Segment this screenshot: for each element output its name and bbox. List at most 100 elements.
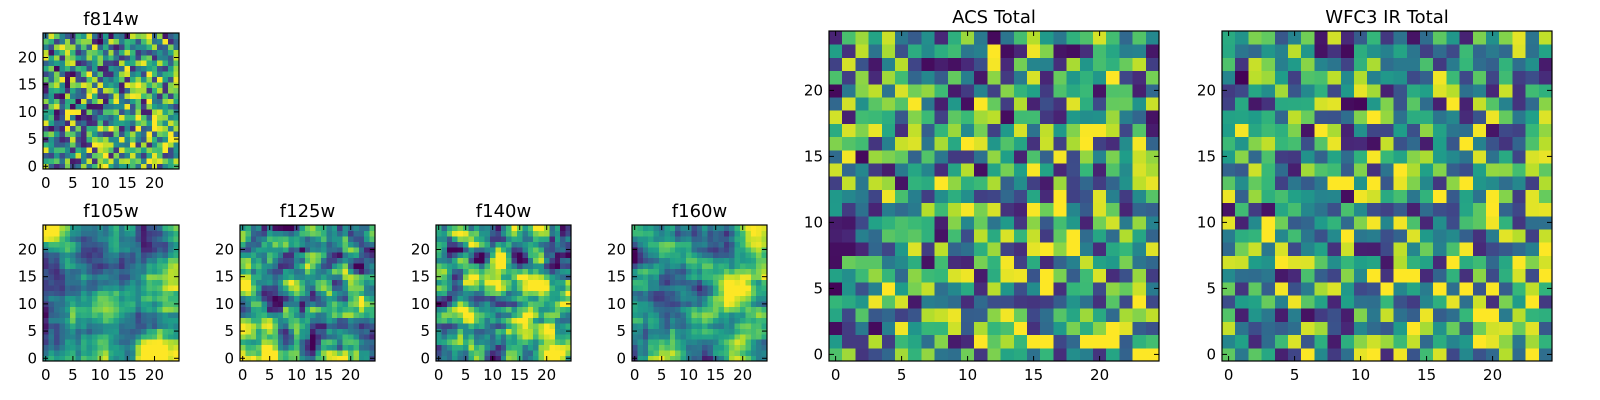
heatmap-cell bbox=[245, 301, 252, 308]
heatmap-cell bbox=[294, 246, 300, 253]
heatmap-cell bbox=[283, 273, 290, 280]
heatmap-cell bbox=[151, 54, 158, 61]
heatmap-cell bbox=[669, 322, 676, 329]
heatmap-cell bbox=[43, 312, 49, 318]
heatmap-cell bbox=[1393, 268, 1408, 283]
heatmap-cell bbox=[53, 141, 60, 148]
heatmap-cell bbox=[974, 295, 988, 309]
heatmap-cell bbox=[500, 328, 507, 335]
heatmap-cell bbox=[162, 65, 169, 72]
heatmap-cell bbox=[648, 295, 655, 302]
heatmap-cell bbox=[337, 268, 344, 275]
heatmap-cell bbox=[43, 38, 49, 45]
heatmap-cell bbox=[358, 355, 365, 362]
heatmap-cell bbox=[140, 60, 147, 67]
heatmap-cell bbox=[70, 136, 77, 143]
heatmap-cell bbox=[669, 284, 676, 291]
heatmap-cell bbox=[1093, 242, 1107, 256]
heatmap-cell bbox=[108, 350, 115, 357]
heatmap-cell bbox=[691, 273, 698, 280]
heatmap-cell bbox=[1367, 215, 1381, 230]
heatmap-cell bbox=[151, 125, 158, 132]
heatmap-cell bbox=[1393, 163, 1408, 177]
heatmap-cell bbox=[1525, 229, 1540, 243]
heatmap-cell bbox=[554, 225, 561, 231]
heatmap-cell bbox=[119, 241, 126, 248]
heatmap-cell bbox=[124, 241, 131, 248]
heatmap-cell bbox=[1314, 44, 1329, 58]
heatmap-cell bbox=[961, 268, 975, 283]
heatmap-cell bbox=[53, 355, 60, 362]
heatmap-cell bbox=[1512, 97, 1527, 111]
heatmap-cell bbox=[436, 339, 442, 346]
heatmap-cell bbox=[267, 263, 273, 270]
heatmap-cell bbox=[1000, 215, 1015, 230]
heatmap-cell bbox=[337, 246, 344, 253]
heatmap-cell bbox=[168, 33, 175, 39]
heatmap-cell bbox=[1472, 70, 1487, 85]
heatmap-cell bbox=[868, 189, 883, 204]
y-tick-label: 5 bbox=[1206, 279, 1216, 297]
heatmap-cell bbox=[321, 290, 327, 297]
heatmap-cell bbox=[124, 92, 131, 99]
heatmap-cell bbox=[1222, 308, 1236, 322]
heatmap-cell bbox=[369, 350, 376, 357]
heatmap-cell bbox=[173, 125, 180, 132]
heatmap-cell bbox=[702, 355, 709, 362]
heatmap-cell bbox=[1040, 229, 1054, 243]
heatmap-cell bbox=[1538, 176, 1553, 190]
heatmap-cell bbox=[506, 273, 513, 280]
heatmap-cell bbox=[1512, 123, 1527, 138]
heatmap-cell bbox=[86, 241, 93, 248]
heatmap-cell bbox=[358, 322, 365, 329]
heatmap-cell bbox=[1459, 189, 1474, 204]
heatmap-cell bbox=[452, 246, 459, 253]
heatmap-cell bbox=[86, 141, 93, 148]
heatmap-cell bbox=[1433, 136, 1447, 151]
heatmap-cell bbox=[745, 263, 752, 270]
heatmap-cell bbox=[761, 290, 768, 297]
heatmap-cell bbox=[168, 339, 175, 346]
heatmap-cell bbox=[299, 246, 306, 253]
heatmap-cell bbox=[934, 44, 949, 58]
heatmap-cell bbox=[151, 76, 158, 83]
heatmap-cell bbox=[168, 136, 175, 143]
heatmap-cell bbox=[81, 312, 88, 318]
heatmap-cell bbox=[1235, 229, 1249, 243]
heatmap-cell bbox=[642, 317, 649, 324]
heatmap-cell bbox=[1066, 136, 1081, 151]
heatmap-cell bbox=[315, 263, 322, 270]
heatmap-cell bbox=[908, 163, 922, 177]
heatmap-cell bbox=[632, 257, 638, 264]
heatmap-cell bbox=[97, 268, 104, 275]
heatmap-cell bbox=[124, 54, 131, 61]
heatmap-cell bbox=[331, 306, 338, 313]
heatmap-cell bbox=[310, 344, 317, 351]
heatmap-cell bbox=[102, 163, 109, 170]
heatmap-cell bbox=[162, 317, 169, 324]
heatmap-cell bbox=[81, 252, 88, 259]
heatmap-cell bbox=[441, 225, 448, 231]
heatmap-cell bbox=[490, 350, 496, 357]
heatmap-cell bbox=[1093, 97, 1107, 111]
y-tick-label: 15 bbox=[18, 76, 37, 94]
heatmap-cell bbox=[157, 141, 164, 148]
heatmap-cell bbox=[446, 344, 453, 351]
heatmap-cell bbox=[702, 241, 709, 248]
x-tick-label: 0 bbox=[434, 366, 444, 384]
heatmap-cell bbox=[707, 350, 714, 357]
heatmap-cell bbox=[506, 306, 513, 313]
heatmap-cell bbox=[250, 322, 257, 329]
heatmap-cell bbox=[140, 306, 147, 313]
heatmap-cell bbox=[91, 120, 98, 126]
heatmap-cell bbox=[321, 322, 327, 329]
heatmap-cell bbox=[91, 98, 98, 105]
heatmap-cell bbox=[1354, 123, 1368, 138]
heatmap-cell bbox=[1354, 97, 1368, 111]
heatmap-cell bbox=[468, 301, 475, 308]
heatmap-cell bbox=[97, 76, 104, 83]
heatmap-cell bbox=[734, 306, 741, 313]
heatmap-cell bbox=[1013, 347, 1028, 362]
heatmap-cell bbox=[642, 295, 649, 302]
